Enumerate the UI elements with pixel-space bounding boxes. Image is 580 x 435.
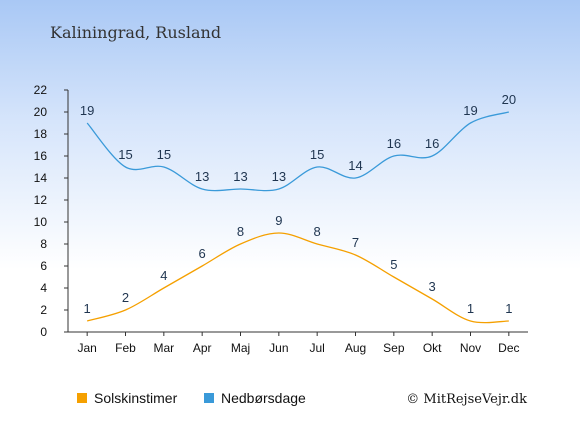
legend: Solskinstimer Nedbørsdage [77,390,306,406]
legend-swatch-sun [77,393,87,403]
data-label-sun: 8 [314,224,321,239]
y-tick-label: 4 [40,281,47,295]
x-tick-label: Sep [383,341,405,355]
data-label-rain: 20 [502,92,516,107]
data-label-sun: 1 [505,301,512,316]
data-label-rain: 15 [118,147,132,162]
x-tick-label: Jan [77,341,96,355]
data-label-sun: 2 [122,290,129,305]
x-tick-label: Okt [423,341,442,355]
x-tick-label: Dec [498,341,519,355]
x-tick-label: Jun [269,341,288,355]
y-tick-label: 0 [40,325,47,339]
y-tick-label: 12 [34,193,48,207]
y-tick-label: 10 [34,215,48,229]
data-label-rain: 15 [157,147,171,162]
y-tick-label: 6 [40,259,47,273]
legend-label-rain: Nedbørsdage [221,390,306,406]
legend-label-sun: Solskinstimer [94,390,178,406]
x-tick-label: Maj [231,341,250,355]
data-label-sun: 3 [429,279,436,294]
data-label-rain: 15 [310,147,324,162]
series-layer [86,111,510,324]
data-label-sun: 7 [352,235,359,250]
y-tick-label: 20 [34,105,48,119]
y-tick-label: 14 [34,171,48,185]
data-label-rain: 13 [272,169,286,184]
legend-swatch-rain [204,393,214,403]
data-label-sun: 9 [275,213,282,228]
data-label-sun: 1 [467,301,474,316]
data-label-sun: 4 [160,268,167,283]
x-tick-label: Nov [460,341,481,355]
data-label-rain: 13 [233,169,247,184]
data-label-rain: 19 [80,103,94,118]
data-label-sun: 5 [390,257,397,272]
y-tick-label: 2 [40,303,47,317]
y-tick-label: 8 [40,237,47,251]
x-tick-label: Mar [153,341,174,355]
data-label-sun: 1 [84,301,91,316]
x-tick-label: Aug [345,341,366,355]
data-label-sun: 8 [237,224,244,239]
credit-text: © MitRejseVejr.dk [406,392,527,407]
x-tick-label: Feb [115,341,136,355]
series-line-sun [86,232,509,324]
y-tick-label: 22 [34,83,48,97]
data-label-rain: 13 [195,169,209,184]
data-label-rain: 14 [348,158,362,173]
data-label-rain: 19 [463,103,477,118]
chart-title: Kaliningrad, Rusland [50,23,221,42]
series-line-rain [86,111,510,192]
x-tick-label: Apr [193,341,212,355]
data-label-rain: 16 [387,136,401,151]
data-label-sun: 6 [199,246,206,261]
data-label-rain: 16 [425,136,439,151]
x-tick-label: Jul [309,341,324,355]
y-tick-label: 18 [34,127,48,141]
y-tick-label: 16 [34,149,48,163]
